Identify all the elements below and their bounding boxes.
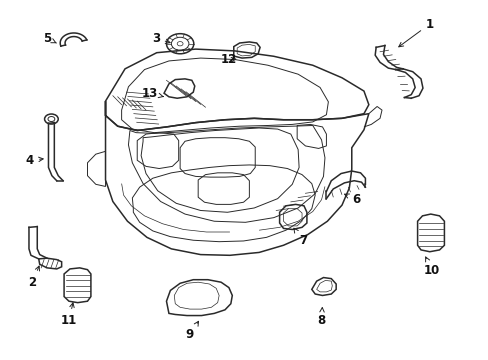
Text: 4: 4 [26,154,43,167]
Text: 2: 2 [28,266,40,289]
Text: 6: 6 [344,193,360,206]
Text: 7: 7 [293,228,306,247]
Text: 12: 12 [220,53,237,66]
Text: 1: 1 [398,18,433,47]
Text: 10: 10 [423,257,440,277]
Text: 3: 3 [151,32,170,45]
Text: 11: 11 [61,303,77,327]
Text: 8: 8 [317,307,325,327]
Text: 9: 9 [185,321,198,341]
Text: 5: 5 [43,32,56,45]
Text: 13: 13 [141,87,163,100]
